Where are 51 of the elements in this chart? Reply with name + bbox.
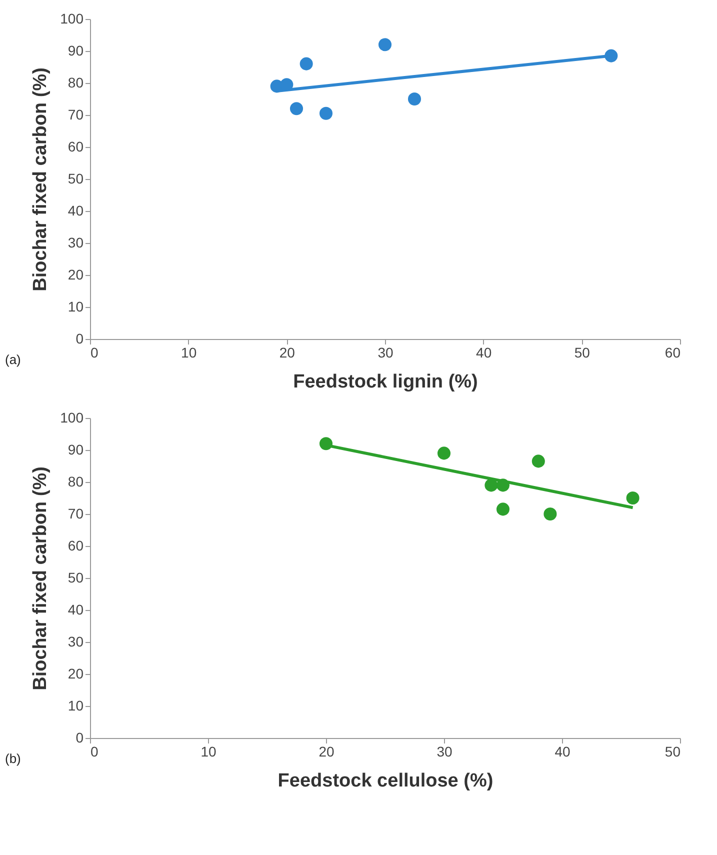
- y-tick-label: 50: [68, 170, 84, 186]
- point: [532, 454, 545, 468]
- y-tick-label: 100: [60, 10, 84, 26]
- y-tick-label: 60: [68, 138, 84, 154]
- point: [626, 491, 640, 505]
- y-tick-label: 70: [68, 506, 84, 522]
- y-tick-label: 30: [68, 234, 84, 250]
- text: (b): [5, 751, 21, 766]
- x-tick-label: 50: [664, 744, 681, 760]
- y-tick-label: 100: [60, 410, 84, 426]
- y-tick-label: 20: [68, 666, 84, 682]
- point: [496, 502, 510, 516]
- y-tick-label: 30: [68, 634, 84, 650]
- x-tick-label: 0: [90, 344, 98, 360]
- x-axis-title: Feedstock cellulose (%): [278, 770, 494, 792]
- y-tick-label: 70: [68, 106, 84, 122]
- x-tick-label: 40: [554, 744, 570, 760]
- y-tick-label: 0: [76, 330, 84, 346]
- x-tick-label: 30: [436, 744, 452, 760]
- x-tick-label: 40: [476, 344, 492, 360]
- x-tick-label: 0: [90, 744, 98, 760]
- point: [437, 446, 451, 460]
- point: [319, 106, 333, 120]
- x-tick-label: 50: [574, 344, 590, 360]
- y-axis-title: Biochar fixed carbon (%): [30, 68, 52, 292]
- y-tick-label: 60: [68, 538, 84, 554]
- y-tick-label: 0: [76, 730, 84, 746]
- y-tick-label: 90: [68, 442, 84, 458]
- x-tick-label: 10: [181, 344, 197, 360]
- point: [290, 102, 304, 116]
- y-tick-label: 10: [68, 698, 84, 714]
- x-tick-label: 20: [318, 744, 334, 760]
- x-tick-label: 30: [378, 344, 394, 360]
- x-axis-title: Feedstock lignin (%): [293, 372, 478, 392]
- point: [300, 57, 313, 70]
- point: [544, 507, 557, 521]
- y-tick-label: 40: [68, 202, 84, 218]
- y-tick-label: 80: [68, 474, 84, 490]
- x-tick-label: 60: [664, 344, 681, 360]
- y-tick-label: 40: [68, 602, 84, 618]
- x-tick-label: 20: [279, 344, 296, 360]
- text: (a): [5, 352, 21, 367]
- y-tick-label: 20: [68, 266, 84, 282]
- point: [408, 92, 422, 106]
- y-tick-label: 10: [68, 298, 84, 314]
- y-tick-label: 80: [68, 74, 84, 90]
- point: [378, 38, 392, 52]
- y-tick-label: 50: [68, 570, 84, 586]
- y-axis-title: Biochar fixed carbon (%): [30, 466, 52, 690]
- x-tick-label: 10: [200, 744, 216, 760]
- y-tick-label: 90: [68, 42, 84, 58]
